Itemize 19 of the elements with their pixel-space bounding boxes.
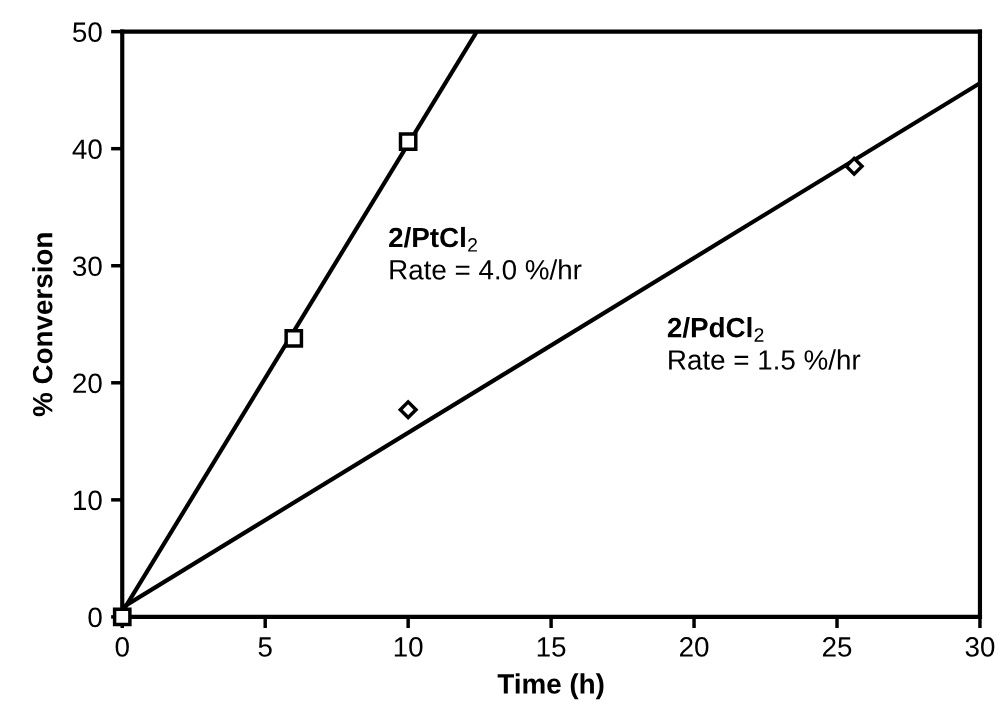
x-tick-label: 0 — [115, 637, 129, 657]
x-tick-label: 20 — [680, 637, 709, 657]
y-tick-label: 20 — [73, 373, 102, 394]
x-axis-title: Time (h) — [497, 673, 604, 700]
x-tick-label: 25 — [822, 637, 852, 657]
x-tick-label: 10 — [394, 637, 423, 657]
x-tick-label: 15 — [537, 637, 566, 657]
y-axis-title: % Conversion — [32, 233, 53, 417]
y-tick-label: 10 — [74, 490, 102, 511]
annotation: Rate = 1.5 %/hr — [669, 349, 861, 370]
series-label: 2/PtCl$_{2}$ — [389, 226, 477, 252]
y-tick-label: 50 — [73, 22, 102, 42]
annotation: Rate = 4.0 %/hr — [390, 259, 582, 280]
x-tick-label: 30 — [965, 637, 995, 657]
y-tick-label: 40 — [72, 139, 102, 160]
x-tick-label: 5 — [258, 637, 272, 657]
y-tick-label: 30 — [72, 256, 102, 277]
series-label: 2/PdCl$_{2}$ — [667, 317, 764, 342]
y-tick-label: 0 — [88, 607, 102, 628]
